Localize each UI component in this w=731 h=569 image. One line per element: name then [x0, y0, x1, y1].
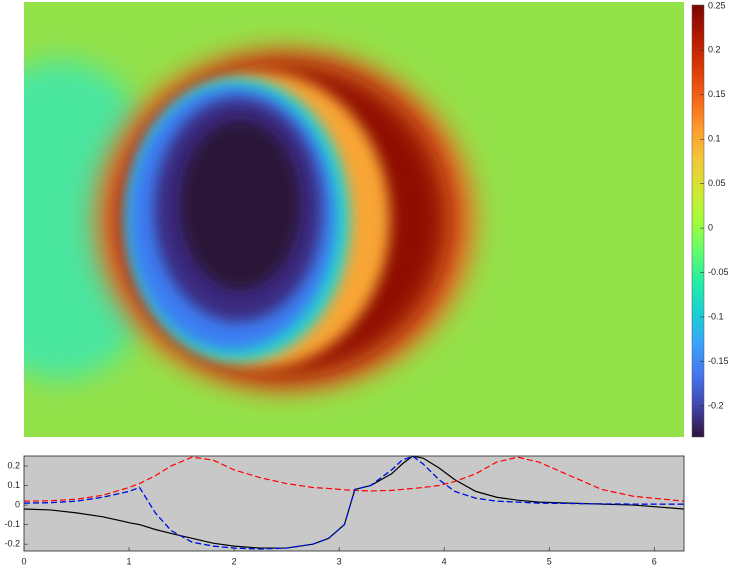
y-tick-label: -0.2	[4, 539, 20, 549]
x-tick-label: 1	[127, 556, 132, 566]
series-line	[23, 455, 684, 550]
colorbar-tick-label: -0.1	[708, 311, 724, 321]
colorbar-tick-label: -0.2	[708, 400, 724, 410]
series-line	[23, 456, 684, 502]
plot-frame	[23, 455, 685, 552]
colorbar-tick-label: 0	[708, 222, 713, 232]
colorbar-tick-label: 0.1	[708, 134, 721, 144]
x-tick-label: 6	[652, 556, 657, 566]
colorbar-tick-label: 0.25	[708, 0, 726, 10]
y-tick-label: 0.1	[7, 480, 20, 490]
heatmap	[24, 2, 684, 437]
y-tick-label: -0.1	[4, 519, 20, 529]
colorbar-tick-label: -0.05	[708, 267, 729, 277]
colorbar-tick-label: 0.15	[708, 89, 726, 99]
colorbar-tick-label: -0.15	[708, 356, 729, 366]
y-tick-label: 0.2	[7, 460, 20, 470]
x-tick-label: 2	[232, 556, 237, 566]
colorbar	[691, 4, 705, 438]
y-tick-label: 0	[15, 499, 20, 509]
colorbar-tick-label: 0.05	[708, 178, 726, 188]
line-plot: -0.2 -0.1 0 0.1 0.2 0 1 2 3 4 5 6	[4, 455, 684, 566]
x-tick-label: 5	[547, 556, 552, 566]
x-tick-label: 3	[337, 556, 342, 566]
colorbar-tick-label: 0.2	[708, 45, 721, 55]
x-tick-label: 0	[21, 556, 26, 566]
colorbar-ticks: -0.2 -0.15 -0.1 -0.05 0 0.05 0.1 0.15 0.2 0.25	[700, 0, 729, 410]
x-tick-label: 4	[442, 556, 447, 566]
